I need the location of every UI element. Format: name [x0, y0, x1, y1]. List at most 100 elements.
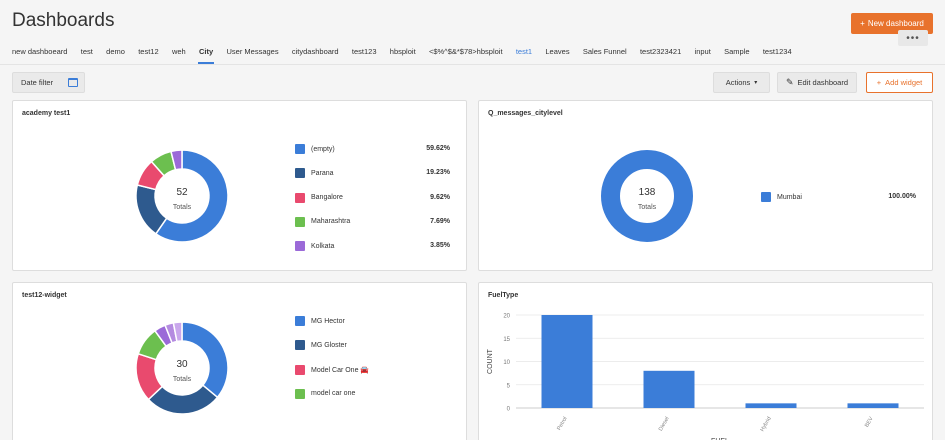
tab-item[interactable]: test12 — [138, 47, 159, 56]
tab-item[interactable]: <$%^$&*$78>hbsploit — [428, 47, 503, 56]
donut-total-label: Totals — [638, 204, 657, 211]
tab-item[interactable]: Sample — [724, 47, 750, 56]
legend-label: MG Hector — [311, 317, 345, 325]
tab-item[interactable]: demo — [106, 47, 125, 56]
tab-item[interactable]: User Messages — [226, 47, 279, 56]
donut-slice[interactable] — [181, 321, 229, 399]
legend-item[interactable]: MG Gloster — [295, 340, 347, 351]
donut-total-value: 52 — [176, 187, 188, 198]
legend-label: (empty) — [311, 145, 335, 153]
legend-swatch — [295, 168, 305, 179]
donut-total-label: Totals — [173, 376, 192, 383]
legend-swatch — [295, 340, 305, 351]
legend-swatch — [295, 192, 305, 203]
y-tick-label: 20 — [503, 314, 510, 320]
actions-label: Actions — [725, 78, 751, 87]
page-title: Dashboards — [12, 10, 115, 31]
legend-label: Mumbai — [777, 193, 802, 201]
legend-label: Model Car One 🚘 — [311, 366, 370, 374]
donut-total-value: 138 — [639, 187, 656, 198]
x-tick-label: Hybrid — [760, 416, 773, 433]
legend-swatch — [761, 192, 771, 202]
legend-label: Bangalore — [311, 194, 343, 202]
tab-item[interactable]: City — [198, 41, 215, 65]
tab-item[interactable]: test123 — [351, 47, 377, 56]
legend-item[interactable]: model car one — [295, 388, 356, 399]
legend-item[interactable]: Model Car One 🚘 — [295, 364, 370, 375]
add-widget-button[interactable]: + Add widget — [866, 72, 933, 93]
x-tick-label: Petrol — [556, 416, 568, 431]
bar[interactable] — [643, 370, 695, 408]
tab-item[interactable]: hbsploit — [389, 47, 416, 56]
plus-icon: + — [860, 19, 865, 28]
legend-swatch — [295, 216, 305, 227]
x-axis-label: FUEL — [711, 438, 729, 440]
donut-chart: 138 Totals — [601, 150, 693, 242]
caret-down-icon: ▾ — [754, 80, 758, 86]
add-widget-label: Add widget — [885, 78, 923, 87]
y-axis-label: COUNT — [487, 348, 494, 374]
tab-item[interactable]: test1 — [515, 47, 533, 56]
donut-slice[interactable] — [170, 149, 183, 171]
legend-swatch — [295, 144, 305, 154]
tab-item[interactable]: test — [80, 47, 93, 56]
legend-item[interactable]: Mumbai — [761, 192, 802, 202]
actions-button[interactable]: Actions ▾ — [713, 72, 770, 93]
legend-label: Parana — [311, 169, 334, 177]
tab-item[interactable]: new dashboeard — [12, 47, 68, 56]
donut-total-label: Totals — [173, 204, 192, 211]
legend-item[interactable]: (empty) — [295, 144, 335, 154]
tab-item[interactable]: input — [694, 47, 711, 56]
edit-dashboard-button[interactable]: ✎ Edit dashboard — [777, 72, 857, 93]
y-tick-label: 5 — [507, 383, 511, 389]
divider — [0, 64, 945, 65]
bar[interactable] — [745, 403, 797, 408]
donut-chart: 52 Totals — [135, 149, 229, 243]
legend-label: model car one — [311, 390, 356, 398]
new-dashboard-button[interactable]: + New dashboard — [851, 13, 933, 34]
legend-percent: 3.85% — [430, 242, 450, 250]
tab-item[interactable]: test2323421 — [639, 47, 682, 56]
dashboard-tabs: new dashboeard test demo test12 weh City User … — [12, 41, 805, 65]
legend-percent: 100.00% — [888, 193, 916, 200]
bar[interactable] — [541, 315, 593, 408]
new-dashboard-label: New dashboard — [867, 19, 924, 28]
widget-title: FuelType — [488, 292, 519, 299]
widget-messages: Q_messages_citylevel 138 Totals Mumbai 100… — [478, 100, 933, 271]
edit-dashboard-label: Edit dashboard — [797, 78, 848, 87]
legend-item[interactable]: Parana — [295, 168, 334, 179]
bar-chart: 0 5 10 15 20 Petrol Diesel Hybrid BEV COUNT FUEL — [487, 314, 924, 440]
tab-item[interactable]: test1234 — [762, 47, 792, 56]
legend-item[interactable]: Kolkata — [295, 241, 334, 252]
legend-label: MG Gloster — [311, 341, 347, 349]
date-filter-label: Date filter — [21, 78, 54, 87]
y-tick-label: 0 — [507, 407, 511, 413]
donut-slice[interactable] — [154, 149, 229, 243]
tab-item[interactable]: Sales Funnel — [582, 47, 627, 56]
legend-item[interactable]: Bangalore — [295, 192, 343, 203]
tab-item[interactable]: weh — [171, 47, 186, 56]
donut-slice[interactable] — [601, 150, 693, 242]
y-tick-label: 15 — [503, 337, 510, 343]
widget-fuel: FuelType 0 5 10 15 20 Petrol Diesel Hybrid BEV CO… — [478, 282, 933, 440]
donut-slice[interactable] — [172, 321, 183, 343]
legend-percent: 7.69% — [430, 217, 450, 225]
calendar-icon — [68, 78, 78, 87]
legend-item[interactable]: Maharashtra — [295, 216, 351, 227]
legend-label: Maharashtra — [311, 218, 351, 226]
y-tick-label: 10 — [503, 360, 510, 366]
date-filter-button[interactable]: Date filter — [12, 72, 85, 93]
x-tick-label: Diesel — [658, 416, 671, 432]
legend-percent: 19.23% — [426, 169, 450, 177]
legend-swatch — [295, 316, 305, 326]
legend-item[interactable]: MG Hector — [295, 316, 345, 326]
bar[interactable] — [847, 403, 899, 408]
donut-total-value: 30 — [176, 359, 188, 370]
pencil-icon: ✎ — [786, 77, 794, 87]
legend-swatch — [295, 388, 305, 399]
widget-test12: test12-widget 30 Totals MG Hector MG Glost… — [12, 282, 467, 440]
tab-item[interactable]: citydashboard — [291, 47, 339, 56]
x-tick-label: BEV — [864, 416, 875, 429]
tab-item[interactable]: Leaves — [545, 47, 570, 56]
more-options-button[interactable]: ••• — [898, 30, 928, 46]
